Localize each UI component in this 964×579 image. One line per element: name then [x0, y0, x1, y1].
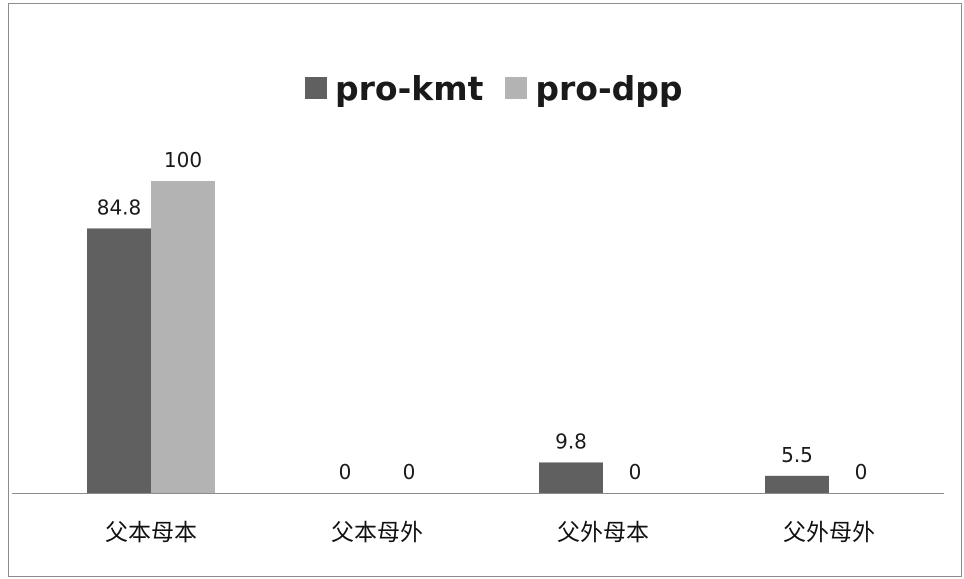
data-label-pro-dpp-1: 0: [403, 460, 416, 484]
data-label-pro-kmt-1: 0: [339, 460, 352, 484]
data-label-pro-dpp-0: 100: [164, 148, 202, 172]
legend: pro-kmt pro-dpp: [305, 66, 705, 110]
category-label-3: 父外母外: [783, 520, 875, 546]
category-label-1: 父本母外: [331, 520, 423, 546]
legend-item-pro-kmt: pro-kmt: [305, 72, 483, 105]
data-label-pro-kmt-2: 9.8: [555, 429, 587, 453]
bar-pro-kmt-3: [765, 475, 829, 493]
category-label-2: 父外母本: [557, 520, 649, 546]
legend-swatch-pro-dpp: [505, 77, 528, 99]
bar-pro-dpp-0: [151, 181, 215, 493]
data-label-pro-dpp-3: 0: [855, 460, 868, 484]
category-label-0: 父本母本: [105, 520, 197, 546]
data-label-pro-kmt-0: 84.8: [97, 195, 142, 219]
data-label-pro-dpp-2: 0: [629, 460, 642, 484]
legend-label-pro-kmt: pro-kmt: [335, 68, 484, 108]
bar-pro-kmt-0: [87, 228, 151, 493]
bar-pro-kmt-2: [539, 462, 603, 493]
legend-swatch-pro-kmt: [305, 77, 327, 99]
legend-label-pro-dpp: pro-dpp: [535, 68, 683, 108]
data-label-pro-kmt-3: 5.5: [781, 443, 813, 467]
legend-item-pro-dpp: pro-dpp: [505, 68, 683, 108]
